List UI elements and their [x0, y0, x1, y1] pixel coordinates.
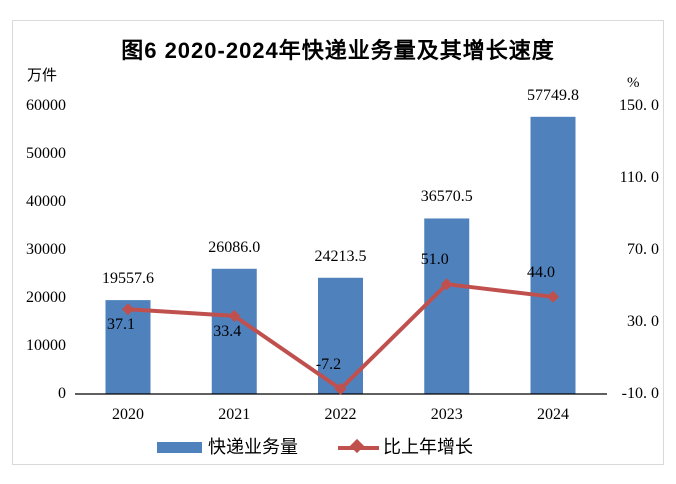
- bar-value-label: 26086.0: [208, 238, 261, 256]
- line-value-label: 37.1: [107, 316, 135, 334]
- legend-bar-label: 快递业务量: [208, 437, 298, 457]
- bar-2021: [211, 268, 257, 394]
- right-axis-tick-label: 70. 0: [627, 241, 659, 258]
- right-axis-unit-label: %: [627, 75, 640, 91]
- bar-2020: [105, 300, 151, 394]
- bar-value-label: 24213.5: [314, 247, 367, 265]
- line-marker-diamond-icon: [547, 290, 559, 303]
- left-axis-tick-label: 0: [58, 385, 66, 402]
- left-axis-tick-label: 30000: [26, 241, 66, 258]
- line-value-label: 33.4: [213, 322, 242, 340]
- right-axis-tick-label: 150. 0: [619, 97, 659, 114]
- line-marker-diamond-icon: [122, 303, 134, 316]
- x-axis-tick-label: 2021: [218, 406, 251, 423]
- bar-value-label: 19557.6: [102, 270, 154, 288]
- bar-value-label: 36570.5: [420, 188, 473, 206]
- right-axis-tick-label: -10. 0: [621, 385, 659, 402]
- bar-value-label: 57749.8: [527, 86, 579, 104]
- x-axis-tick-label: 2024: [537, 406, 569, 423]
- x-axis-tick-label: 2023: [430, 406, 463, 423]
- line-marker-diamond-icon: [228, 309, 241, 322]
- line-marker-diamond-icon: [440, 278, 453, 291]
- legend-line-label: 比上年增长: [383, 437, 473, 457]
- x-axis-tick-label: 2020: [112, 406, 144, 423]
- left-axis-unit-label: 万件: [27, 68, 58, 84]
- line-value-label: 44.0: [527, 263, 555, 281]
- right-axis-tick-label: 110. 0: [619, 169, 659, 186]
- bar-2023: [424, 218, 470, 394]
- bar-2024: [530, 116, 576, 394]
- line-marker-diamond-icon: [334, 382, 347, 395]
- left-axis-tick-label: 20000: [26, 289, 66, 306]
- left-axis-tick-label: 40000: [26, 193, 66, 210]
- legend-bar-swatch: [157, 442, 202, 453]
- line-value-label: -7.2: [315, 355, 342, 373]
- line-value-label: 51.0: [420, 251, 449, 269]
- left-axis-tick-label: 60000: [26, 97, 66, 114]
- left-axis-tick-label: 50000: [26, 145, 66, 162]
- chart-title: 图6 2020-2024年快递业务量及其增长速度: [121, 38, 555, 63]
- x-axis-tick-label: 2022: [324, 406, 357, 423]
- right-axis-tick-label: 30. 0: [627, 313, 659, 330]
- left-axis-tick-label: 10000: [26, 337, 66, 354]
